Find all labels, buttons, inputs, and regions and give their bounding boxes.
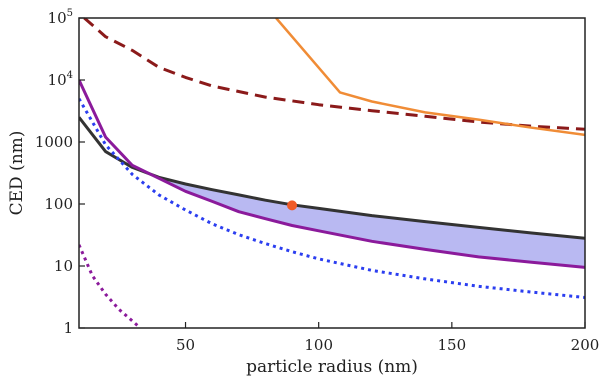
series-line-3 [79,244,142,328]
shaded-band [158,177,585,268]
x-tick-label: 150 [438,336,467,354]
y-tick-label: 1000 [35,133,73,151]
x-tick-label: 50 [176,336,195,354]
y-tick-label: 100 [44,195,73,213]
y-tick-label: 104 [48,70,73,89]
y-tick-label: 10 [54,257,73,275]
x-tick-label: 100 [304,336,333,354]
plot-frame [78,17,586,329]
series-line-1 [79,79,585,269]
series-layer [79,18,585,328]
marker-layer [287,200,298,211]
shaded-band-layer [158,177,585,268]
x-tick-label: 200 [571,336,600,354]
y-tick-label: 105 [48,8,73,27]
tick-layer: 50 100 150 200 1 10 100 1000 104 105 [35,8,600,354]
y-axis-label: CED (nm) [7,131,27,216]
series-line-4 [83,18,585,131]
series-line-2 [79,97,585,299]
x-axis-label: particle radius (nm) [246,357,418,377]
y-tick-label: 1 [63,319,73,337]
series-line-5 [275,18,585,137]
highlight-marker [287,200,298,211]
